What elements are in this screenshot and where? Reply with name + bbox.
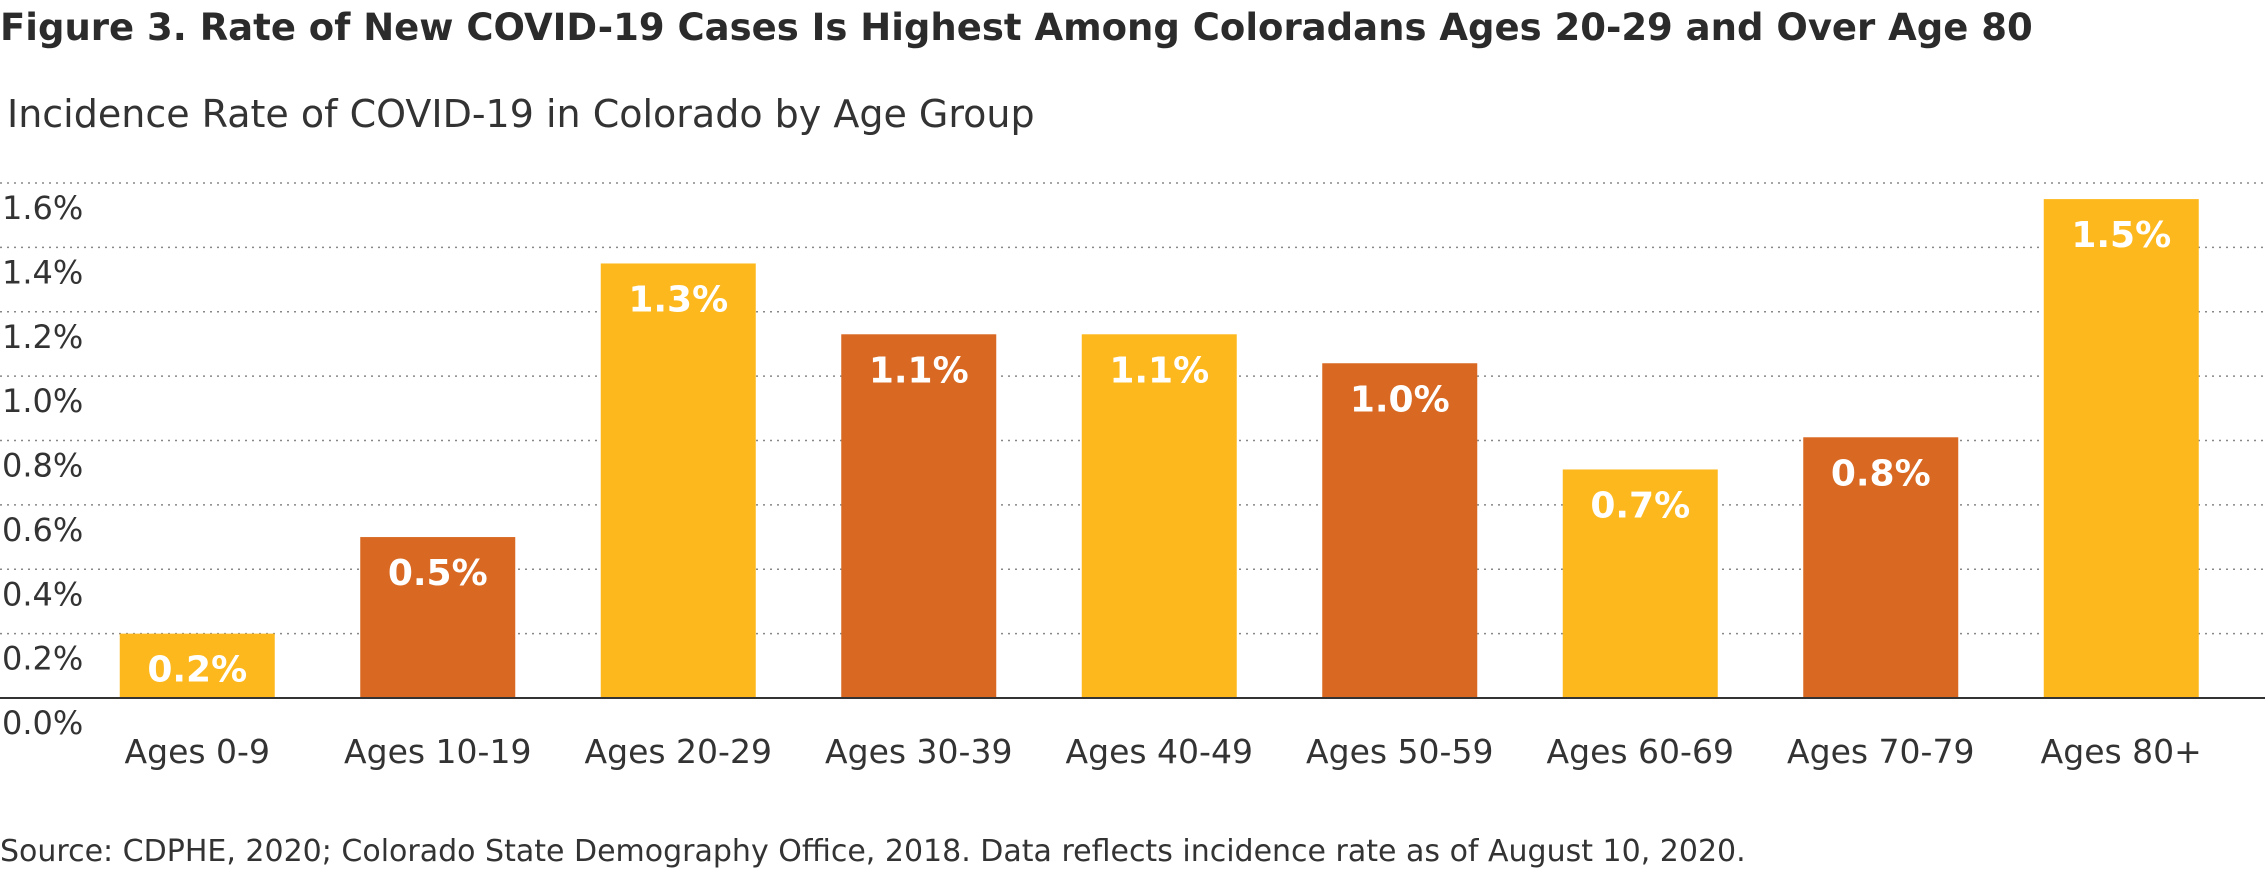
- bar: [119, 633, 275, 698]
- data-label: 0.7%: [1590, 485, 1690, 526]
- data-label: 0.8%: [1831, 453, 1931, 494]
- x-category-label: Ages 60-69: [1547, 732, 1734, 771]
- x-category-label: Ages 30-39: [825, 732, 1012, 771]
- x-category-label: Ages 50-59: [1306, 732, 1493, 771]
- bar: [1322, 363, 1478, 698]
- x-category-label: Ages 40-49: [1066, 732, 1253, 771]
- x-category-label: Ages 0-9: [125, 732, 270, 771]
- x-category-label: Ages 20-29: [585, 732, 772, 771]
- y-tick-label: 0.2%: [2, 640, 83, 678]
- y-tick-label: 1.6%: [2, 189, 83, 227]
- bar: [2043, 199, 2199, 698]
- bar: [1803, 437, 1959, 698]
- bar: [1562, 469, 1718, 698]
- bar: [360, 537, 516, 698]
- bar-chart: 0.0% 0.2% 0.4% 0.6% 0.8% 1.0% 1.2% 1.4% 1.6% 0.2…: [0, 182, 2265, 771]
- data-label: 1.0%: [1350, 379, 1450, 420]
- data-labels: 0.2% 0.5% 1.3% 1.1% 1.1% 1.0% 0.7% 0.8% 1.5%: [147, 215, 2171, 691]
- y-tick-label: 0.6%: [2, 511, 83, 549]
- x-category-label: Ages 70-79: [1787, 732, 1974, 771]
- data-label: 0.2%: [147, 650, 247, 691]
- y-tick-label: 0.8%: [2, 447, 83, 485]
- bars: [119, 199, 2199, 698]
- data-label: 1.3%: [628, 279, 728, 320]
- data-label: 1.1%: [1109, 350, 1209, 391]
- y-tick-label: 1.0%: [2, 382, 83, 420]
- x-axis-categories: Ages 0-9 Ages 10-19 Ages 20-29 Ages 30-39 Ag…: [125, 732, 2202, 771]
- source-note: Source: CDPHE, 2020; Colorado State Demo…: [0, 834, 1746, 869]
- y-tick-label: 1.2%: [2, 318, 83, 356]
- x-category-label: Ages 80+: [2041, 732, 2202, 771]
- data-label: 0.5%: [388, 553, 488, 594]
- y-tick-label: 1.4%: [2, 253, 83, 291]
- y-tick-label: 0.0%: [2, 704, 83, 742]
- y-tick-label: 0.4%: [2, 575, 83, 613]
- bar: [841, 334, 997, 698]
- chart-subtitle: Incidence Rate of COVID-19 in Colorado b…: [7, 92, 1035, 136]
- bar: [600, 263, 756, 698]
- data-label: 1.1%: [869, 350, 969, 391]
- y-axis-ticks: 0.0% 0.2% 0.4% 0.6% 0.8% 1.0% 1.2% 1.4% 1.6%: [2, 189, 83, 742]
- bar: [1081, 334, 1237, 698]
- x-category-label: Ages 10-19: [344, 732, 531, 771]
- data-label: 1.5%: [2071, 215, 2171, 256]
- chart-title: Figure 3. Rate of New COVID-19 Cases Is …: [0, 6, 2033, 49]
